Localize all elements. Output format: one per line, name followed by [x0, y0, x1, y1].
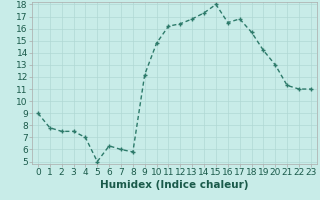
- X-axis label: Humidex (Indice chaleur): Humidex (Indice chaleur): [100, 180, 249, 190]
